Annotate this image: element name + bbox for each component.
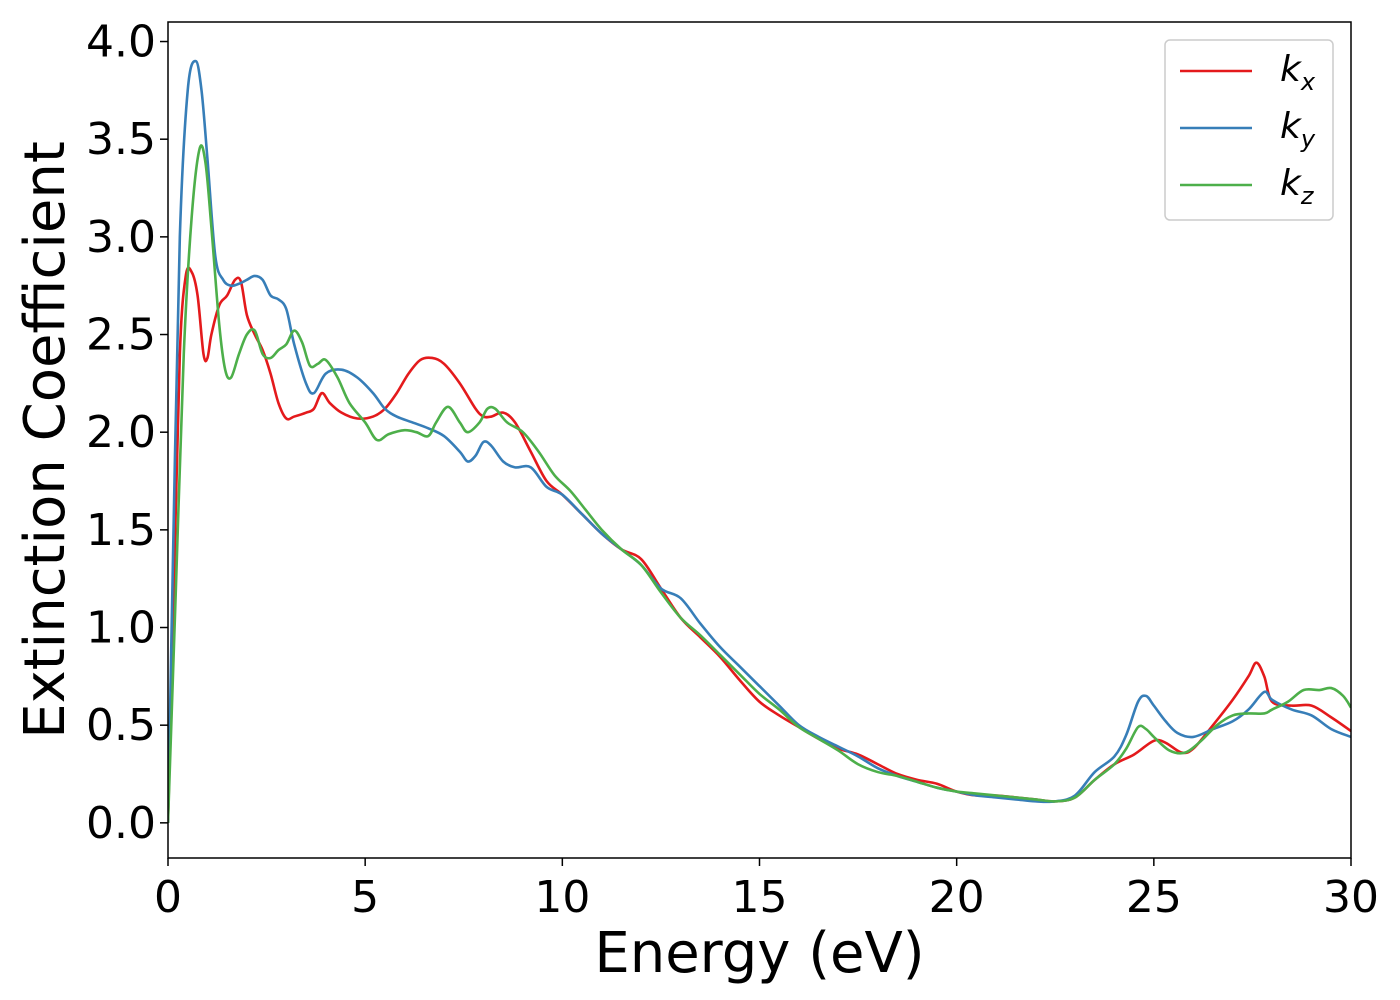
x-tick-label: 25 — [1126, 872, 1182, 923]
y-axis-title: Extinction Coefficient — [13, 141, 78, 739]
y-tick-label: 3.0 — [86, 212, 156, 263]
y-tick-label: 0.5 — [86, 700, 156, 751]
y-tick-label: 0.0 — [86, 798, 156, 849]
series-layer — [168, 59, 1351, 823]
x-tick-label: 30 — [1323, 872, 1379, 923]
x-tick-label: 5 — [351, 872, 379, 923]
series-line-k-y — [168, 59, 1351, 823]
y-tick-label: 1.5 — [86, 505, 156, 556]
series-line-k-z — [168, 144, 1351, 823]
y-axis: 0.0 0.5 1.0 1.5 2.0 2.5 3.0 3.5 4.0 — [86, 17, 168, 849]
y-tick-label: 1.0 — [86, 603, 156, 654]
x-tick-label: 10 — [534, 872, 590, 923]
legend-box — [1164, 39, 1334, 221]
y-tick-label: 2.5 — [86, 310, 156, 361]
x-tick-label: 20 — [929, 872, 985, 923]
y-tick-label: 2.0 — [86, 407, 156, 458]
x-tick-label: 15 — [732, 872, 788, 923]
y-tick-label: 4.0 — [86, 17, 156, 68]
x-axis-title: Energy (eV) — [594, 921, 924, 986]
x-tick-label: 0 — [154, 872, 182, 923]
y-tick-label: 3.5 — [86, 114, 156, 165]
x-axis: 0 5 10 15 20 25 30 — [154, 858, 1379, 923]
